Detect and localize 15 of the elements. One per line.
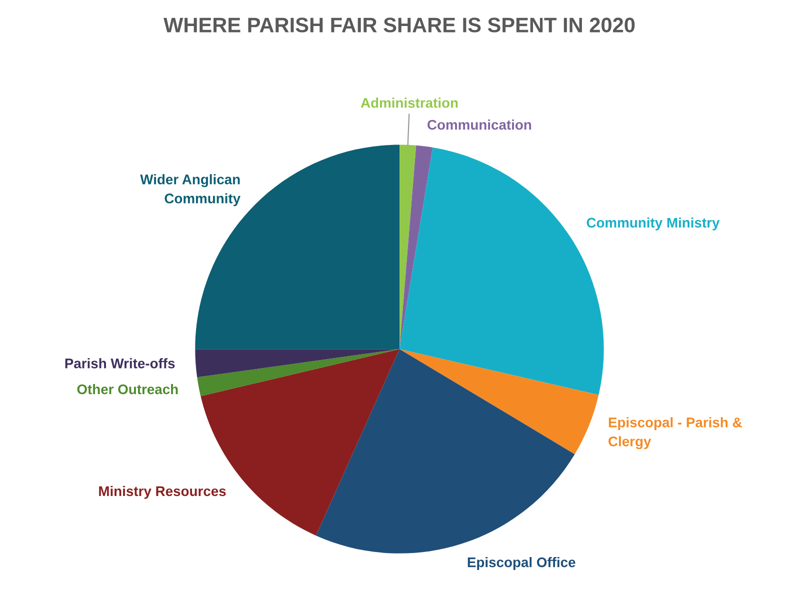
- chart-title: WHERE PARISH FAIR SHARE IS SPENT IN 2020: [164, 18, 635, 32]
- slice-label: Ministry Resources: [99, 486, 226, 499]
- pie-slice: [400, 145, 433, 350]
- pie-slice: [316, 349, 575, 554]
- slice-label: Wider Anglican Community: [140, 174, 240, 206]
- slice-label: Other Outreach: [77, 384, 178, 394]
- slice-label: Parish Write-offs: [65, 358, 175, 368]
- slice-label: Episcopal - Parish & Clergy: [608, 417, 742, 450]
- slice-label: Episcopal Office: [468, 557, 576, 570]
- slice-label: Administration: [360, 98, 458, 108]
- pie-slice: [197, 349, 400, 396]
- slice-label: Communication: [428, 120, 532, 130]
- slice-label: Community Ministry: [586, 217, 720, 230]
- pie-slice: [195, 349, 400, 378]
- pie-slice: [400, 349, 599, 454]
